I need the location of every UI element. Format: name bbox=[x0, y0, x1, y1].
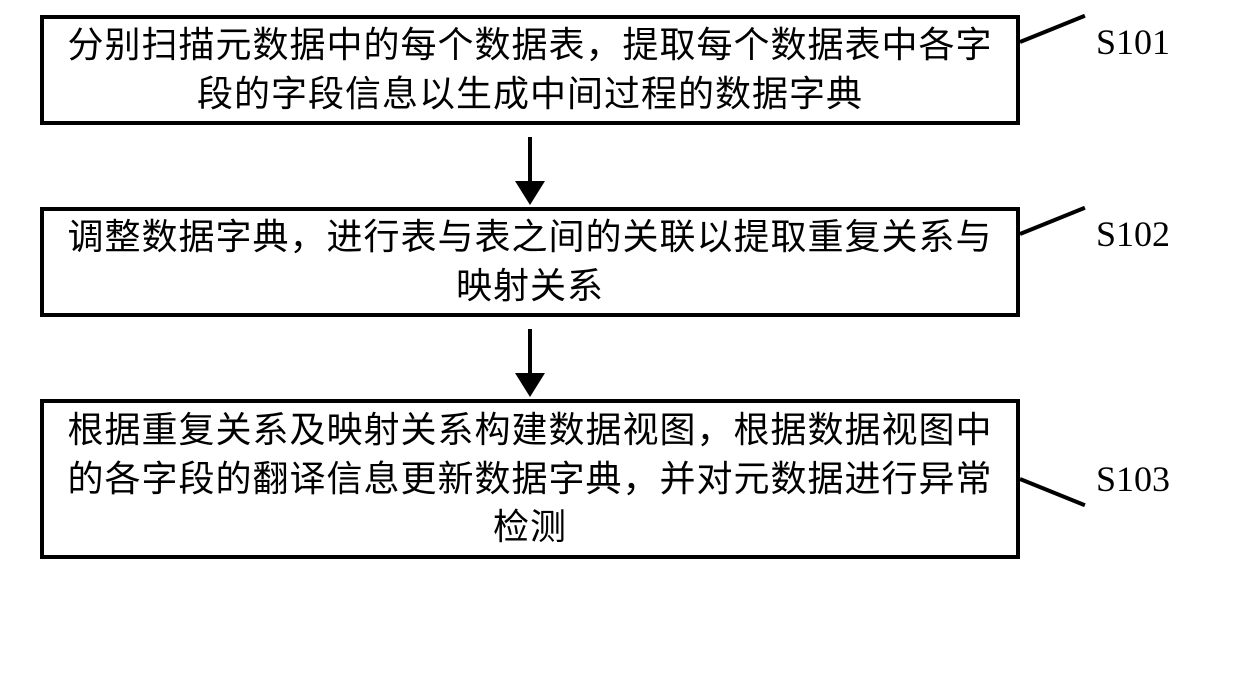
connector-line-1 bbox=[1019, 14, 1085, 44]
step-row-1: 分别扫描元数据中的每个数据表，提取每个数据表中各字段的字段信息以生成中间过程的数… bbox=[40, 15, 1200, 125]
step-label-3: S103 bbox=[1096, 458, 1170, 500]
arrow-head-2 bbox=[515, 373, 545, 397]
arrow-2 bbox=[40, 317, 1020, 399]
arrow-row-2 bbox=[40, 317, 1200, 399]
step-connector-2: S102 bbox=[1020, 213, 1200, 255]
step-label-1: S101 bbox=[1096, 21, 1170, 63]
arrow-1 bbox=[40, 125, 1020, 207]
step-box-3: 根据重复关系及映射关系构建数据视图，根据数据视图中的各字段的翻译信息更新数据字典… bbox=[40, 399, 1020, 559]
connector-line-2 bbox=[1019, 206, 1085, 236]
connector-line-3 bbox=[1019, 477, 1085, 507]
step-box-1: 分别扫描元数据中的每个数据表，提取每个数据表中各字段的字段信息以生成中间过程的数… bbox=[40, 15, 1020, 125]
step-label-2: S102 bbox=[1096, 213, 1170, 255]
step-row-2: 调整数据字典，进行表与表之间的关联以提取重复关系与映射关系 S102 bbox=[40, 207, 1200, 317]
step-text-2: 调整数据字典，进行表与表之间的关联以提取重复关系与映射关系 bbox=[64, 213, 996, 310]
step-text-3: 根据重复关系及映射关系构建数据视图，根据数据视图中的各字段的翻译信息更新数据字典… bbox=[64, 406, 996, 552]
step-box-2: 调整数据字典，进行表与表之间的关联以提取重复关系与映射关系 bbox=[40, 207, 1020, 317]
step-connector-1: S101 bbox=[1020, 21, 1200, 63]
arrow-head-1 bbox=[515, 181, 545, 205]
arrow-row-1 bbox=[40, 125, 1200, 207]
flowchart-container: 分别扫描元数据中的每个数据表，提取每个数据表中各字段的字段信息以生成中间过程的数… bbox=[40, 15, 1200, 559]
step-connector-3: S103 bbox=[1020, 458, 1200, 500]
step-text-1: 分别扫描元数据中的每个数据表，提取每个数据表中各字段的字段信息以生成中间过程的数… bbox=[64, 21, 996, 118]
step-row-3: 根据重复关系及映射关系构建数据视图，根据数据视图中的各字段的翻译信息更新数据字典… bbox=[40, 399, 1200, 559]
